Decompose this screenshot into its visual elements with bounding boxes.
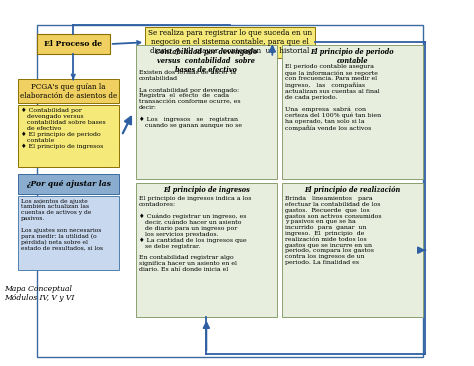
Text: Contabilidad por devengado
versus  contabilidad  sobre
bases de efectivo: Contabilidad por devengado versus contab…: [155, 48, 257, 74]
FancyBboxPatch shape: [36, 34, 110, 54]
Text: El Proceso de: El Proceso de: [44, 40, 102, 48]
FancyBboxPatch shape: [18, 196, 119, 270]
Text: Se realiza para registrar lo que suceda en un
negocio en el sistema contable, pa: Se realiza para registrar lo que suceda …: [148, 29, 312, 56]
Text: ♦ Contabilidad por
   devengado versus
   contabilidad sobre bases
   de efectiv: ♦ Contabilidad por devengado versus cont…: [21, 108, 106, 149]
Text: El principio de realización: El principio de realización: [304, 186, 401, 194]
FancyBboxPatch shape: [282, 183, 423, 317]
FancyBboxPatch shape: [136, 183, 277, 317]
Text: Existen dos formas de hacer la
contabilidad

La contabilidad por devengado:
Regi: Existen dos formas de hacer la contabili…: [138, 70, 242, 128]
Text: PCGA's que guían la
elaboración de asientos de: PCGA's que guían la elaboración de asien…: [20, 83, 117, 100]
Text: ¿Por qué ajustar las: ¿Por qué ajustar las: [26, 180, 111, 188]
Text: Brinda   lineamientos   para
efectuar la contabilidad de los
gastos.  Recuerde  : Brinda lineamientos para efectuar la con…: [284, 196, 381, 265]
FancyBboxPatch shape: [145, 27, 315, 58]
FancyBboxPatch shape: [18, 105, 119, 167]
Text: Los asientos de ajuste
también actualizan las
cuentas de activos y de
pasivos.

: Los asientos de ajuste también actualiza…: [21, 199, 103, 251]
FancyBboxPatch shape: [136, 45, 277, 179]
Text: El principio de periodo
contable: El principio de periodo contable: [310, 48, 394, 65]
Text: El periodo contable asegura
que la información se reporte
con frecuencia. Para m: El periodo contable asegura que la infor…: [284, 64, 381, 131]
FancyBboxPatch shape: [18, 174, 119, 194]
Text: El principio de ingresos: El principio de ingresos: [163, 186, 250, 194]
FancyBboxPatch shape: [18, 79, 119, 103]
FancyBboxPatch shape: [282, 45, 423, 179]
Text: El principio de ingresos indica a los
contadores:

♦ Cuándo registrar un ingreso: El principio de ingresos indica a los co…: [138, 196, 251, 272]
Text: Mapa Conceptual
Módulos IV, V y VI: Mapa Conceptual Módulos IV, V y VI: [4, 285, 74, 302]
